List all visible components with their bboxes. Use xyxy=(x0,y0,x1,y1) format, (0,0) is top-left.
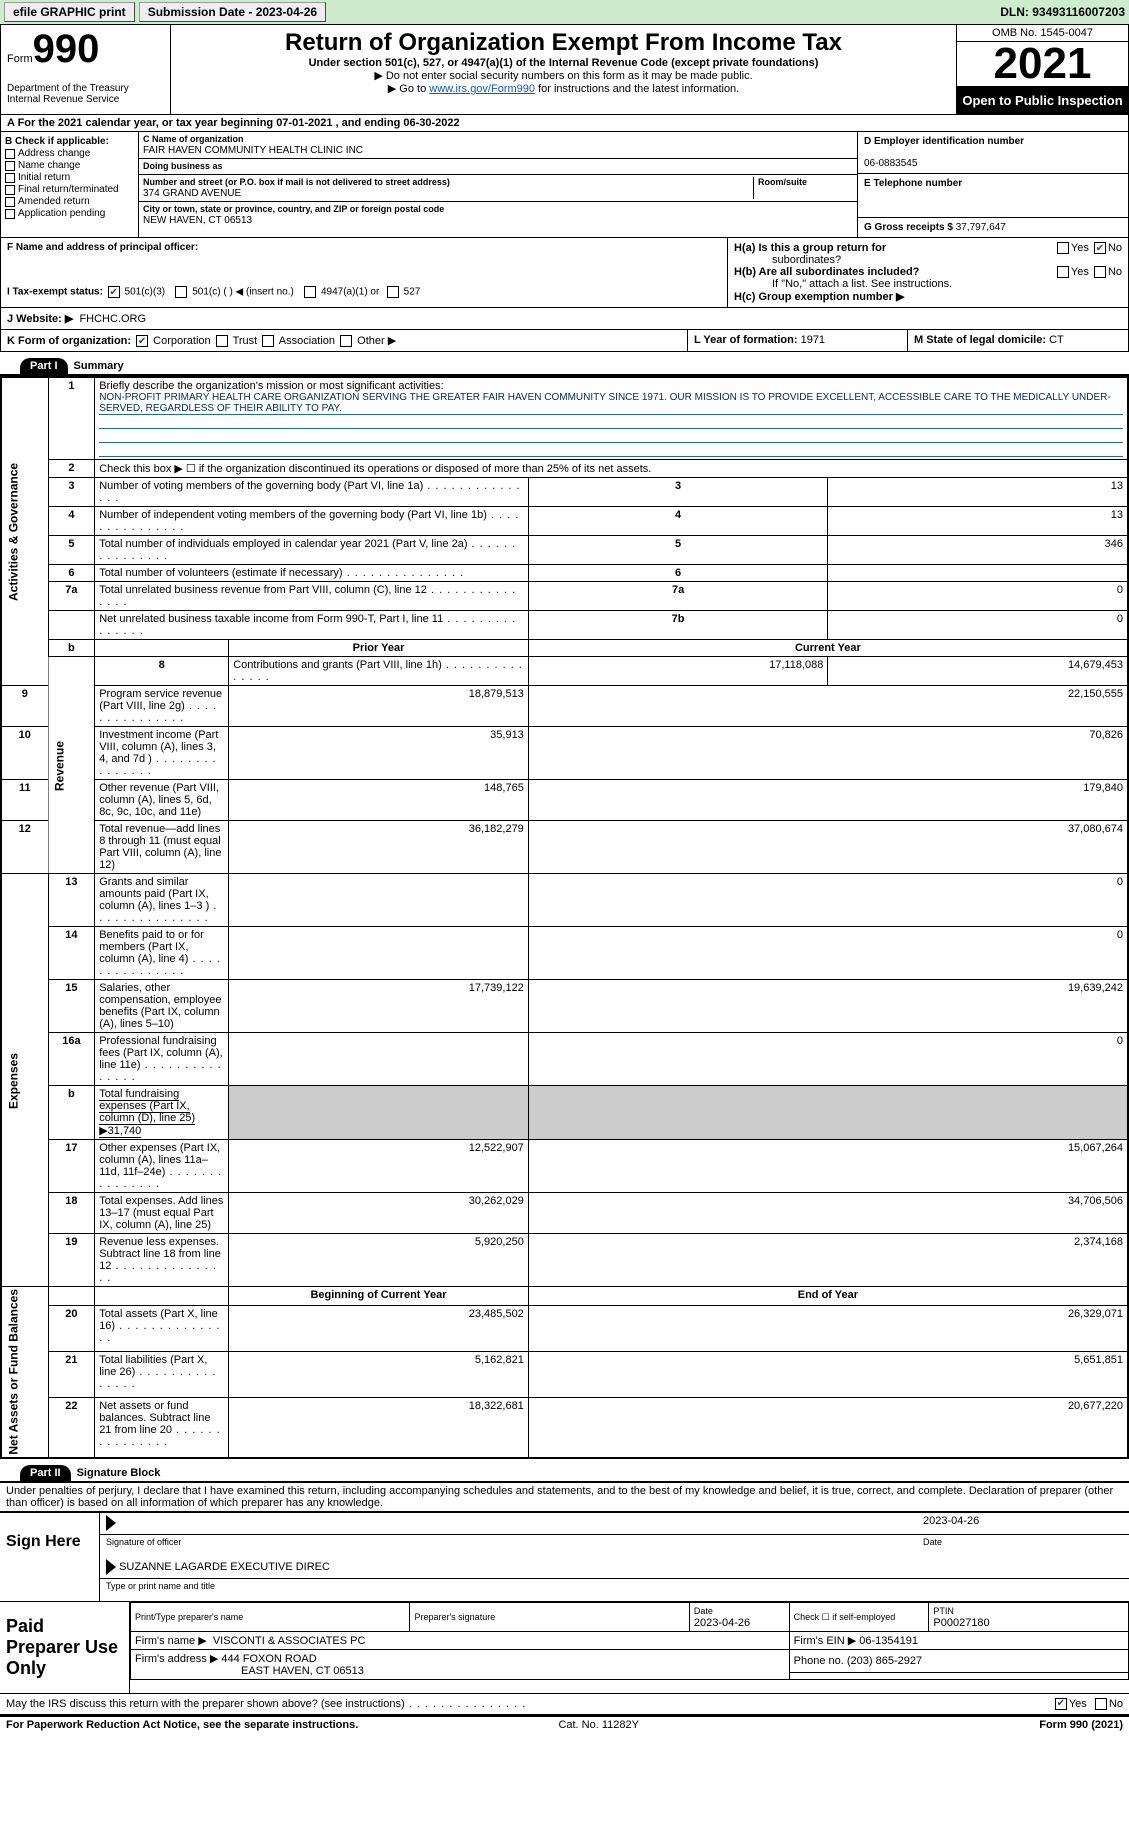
form-header: Form990 Department of the Treasury Inter… xyxy=(0,24,1129,115)
dept-treasury: Department of the Treasury Internal Reve… xyxy=(7,83,164,105)
period-row: A For the 2021 calendar year, or tax yea… xyxy=(0,115,1129,131)
document-subtitle: Under section 501(c), 527, or 4947(a)(1)… xyxy=(175,57,952,69)
ptin: P00027180 xyxy=(933,1617,989,1629)
open-to-public-inspection: Open to Public Inspection xyxy=(957,87,1128,114)
firm-ein: 06-1354191 xyxy=(859,1635,918,1647)
chk-501c[interactable] xyxy=(175,286,187,298)
chk-hb-yes[interactable] xyxy=(1057,266,1069,278)
dln-text: DLN: 93493116007203 xyxy=(1000,5,1125,19)
chk-4947[interactable] xyxy=(304,286,316,298)
side-revenue: Revenue xyxy=(48,657,95,874)
line4-val: 13 xyxy=(828,507,1128,536)
chk-527[interactable] xyxy=(387,286,399,298)
chk-501c3[interactable] xyxy=(108,286,120,298)
line7a-val: 0 xyxy=(828,582,1128,611)
form-number: 990 xyxy=(33,27,100,71)
paid-preparer-label: Paid Preparer Use Only xyxy=(0,1602,130,1693)
line7b-val: 0 xyxy=(828,611,1128,640)
sig-arrow-icon xyxy=(106,1515,116,1531)
line6-val xyxy=(828,565,1128,582)
officer-name: SUZANNE LAGARDE EXECUTIVE DIREC xyxy=(119,1561,330,1573)
street-address: 374 GRAND AVENUE xyxy=(143,188,241,199)
tax-year: 2021 xyxy=(957,42,1128,87)
col-c-name-address: C Name of organizationFAIR HAVEN COMMUNI… xyxy=(139,132,858,237)
chk-trust[interactable] xyxy=(216,335,228,347)
form-label: Form xyxy=(7,53,33,65)
irs-discuss-row: May the IRS discuss this return with the… xyxy=(0,1694,1129,1717)
side-expenses: Expenses xyxy=(2,874,49,1287)
entity-block: B Check if applicable: Address change Na… xyxy=(0,131,1129,238)
irs-form990-link[interactable]: www.irs.gov/Form990 xyxy=(429,83,535,95)
firm-name: VISCONTI & ASSOCIATES PC xyxy=(213,1635,366,1647)
gross-receipts: 37,797,647 xyxy=(956,222,1006,233)
line5-val: 346 xyxy=(828,536,1128,565)
chk-address-change[interactable] xyxy=(5,149,15,159)
chk-other[interactable] xyxy=(340,335,352,347)
line8-prior: 17,118,088 xyxy=(528,657,828,686)
firm-phone: (203) 865-2927 xyxy=(847,1655,922,1667)
chk-application-pending[interactable] xyxy=(5,209,15,219)
line8-cur: 14,679,453 xyxy=(828,657,1128,686)
chk-ha-yes[interactable] xyxy=(1057,242,1069,254)
line3-val: 13 xyxy=(828,478,1128,507)
city-state-zip: NEW HAVEN, CT 06513 xyxy=(143,215,252,226)
sig-arrow-icon xyxy=(106,1559,116,1575)
goto-line: ▶ Go to www.irs.gov/Form990 for instruct… xyxy=(175,82,952,95)
nossn-line: ▶ Do not enter social security numbers o… xyxy=(175,69,952,82)
col-de: D Employer identification number06-08835… xyxy=(858,132,1128,237)
chk-initial-return[interactable] xyxy=(5,173,15,183)
year-formation: 1971 xyxy=(801,334,825,346)
sign-here-label: Sign Here xyxy=(0,1513,100,1601)
efile-print-button[interactable]: efile GRAPHIC print xyxy=(4,2,135,22)
col-b-check-applicable: B Check if applicable: Address change Na… xyxy=(1,132,139,237)
part-ii-header: Part II xyxy=(20,1465,71,1481)
signature-block: Under penalties of perjury, I declare th… xyxy=(0,1483,1129,1733)
document-title: Return of Organization Exempt From Incom… xyxy=(175,29,952,57)
side-net-assets: Net Assets or Fund Balances xyxy=(2,1287,49,1458)
org-name: FAIR HAVEN COMMUNITY HEALTH CLINIC INC xyxy=(143,145,363,156)
chk-final-return[interactable] xyxy=(5,185,15,195)
line-j: J Website: ▶ FHCHC.ORG xyxy=(0,308,1129,330)
efile-top-bar: efile GRAPHIC print Submission Date - 20… xyxy=(0,0,1129,24)
website: FHCHC.ORG xyxy=(79,313,146,325)
summary-table: Activities & Governance 1 Briefly descri… xyxy=(0,376,1129,1459)
ein: 06-0883545 xyxy=(864,158,917,169)
side-activities-governance: Activities & Governance xyxy=(2,378,49,686)
chk-amended-return[interactable] xyxy=(5,197,15,207)
chk-ha-no[interactable] xyxy=(1094,242,1106,254)
chk-assoc[interactable] xyxy=(262,335,274,347)
row-f-h: F Name and address of principal officer:… xyxy=(0,238,1129,308)
part-i-header: Part I xyxy=(20,358,68,374)
chk-name-change[interactable] xyxy=(5,161,15,171)
chk-corp[interactable] xyxy=(136,335,148,347)
form-footer: Form 990 (2021) xyxy=(1039,1719,1123,1731)
submission-date-button[interactable]: Submission Date - 2023-04-26 xyxy=(139,2,326,22)
line-i: I Tax-exempt status: 501(c)(3) 501(c) ( … xyxy=(7,286,721,298)
chk-discuss-no[interactable] xyxy=(1095,1698,1107,1710)
row-klm: K Form of organization: Corporation Trus… xyxy=(0,330,1129,352)
chk-discuss-yes[interactable] xyxy=(1055,1698,1067,1710)
mission-text: NON-PROFIT PRIMARY HEALTH CARE ORGANIZAT… xyxy=(99,392,1123,415)
state-domicile: CT xyxy=(1049,334,1064,346)
chk-hb-no[interactable] xyxy=(1094,266,1106,278)
